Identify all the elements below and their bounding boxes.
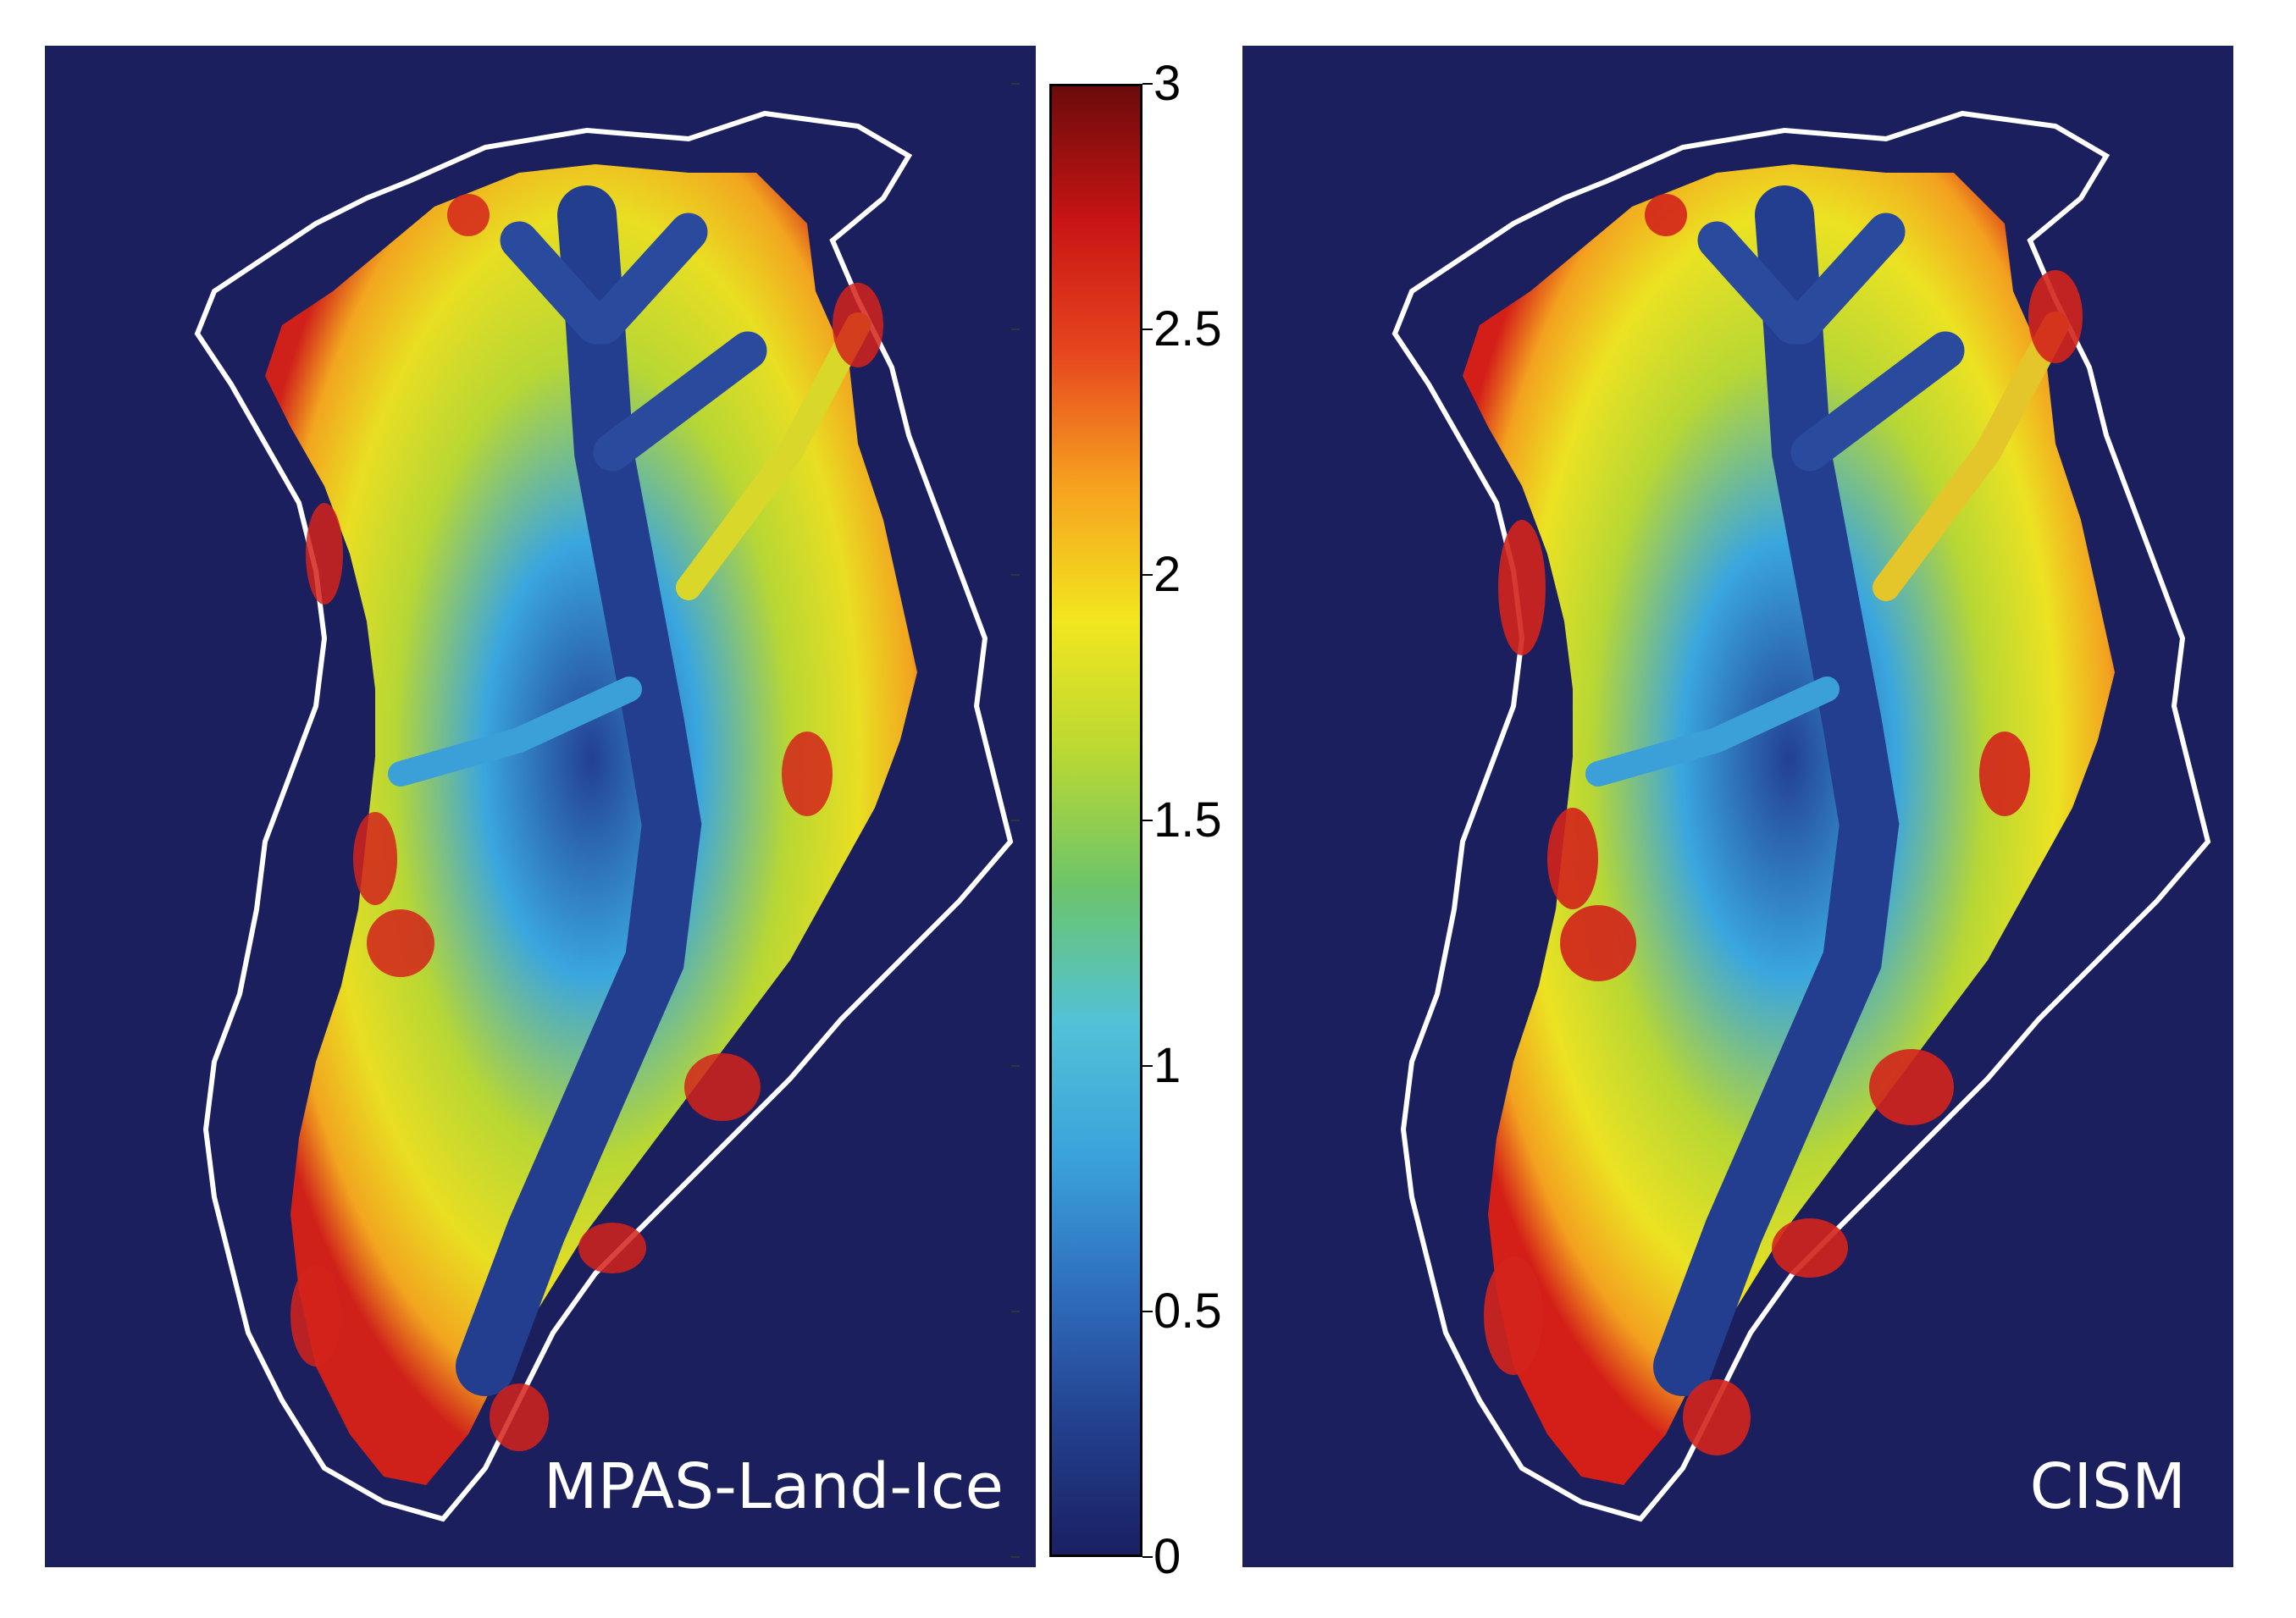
panel-label-cism: CISM: [2029, 1450, 2186, 1523]
ice-divide: [1653, 185, 1900, 1396]
colorbar-tick-label: 2: [1154, 547, 1181, 602]
margin-outlets: [1484, 194, 2083, 1455]
colorbar-tick-label: 1: [1154, 1038, 1181, 1093]
greenland-map-cism: [1242, 46, 2233, 1567]
map-panel-mpas: MPAS-Land-Ice: [45, 46, 1036, 1567]
ice-divide-branch-north: [1697, 213, 1965, 472]
axis-minor-tick: [1011, 83, 1020, 85]
map-panel-cism: CISM: [1242, 46, 2233, 1567]
northeast-ice-stream: [1873, 312, 2069, 601]
ice-divide: [456, 185, 702, 1396]
ice-divide-branch-west: [388, 676, 642, 787]
colorbar-tick: [1142, 83, 1153, 85]
axis-minor-tick: [1011, 1065, 1020, 1067]
colorbar-tick: [1142, 1065, 1153, 1067]
axis-minor-tick: [1011, 1556, 1020, 1558]
axis-minor-tick: [1011, 574, 1020, 576]
colorbar-tick-label: 3: [1154, 56, 1181, 111]
colorbar-ramp: [1052, 86, 1140, 1554]
colorbar-tick: [1142, 574, 1153, 576]
greenland-map-mpas: [45, 46, 1036, 1567]
panel-label-mpas: MPAS-Land-Ice: [543, 1450, 1004, 1523]
colorbar-tick-label: 0.5: [1154, 1284, 1222, 1339]
colorbar-tick-label: 0: [1154, 1529, 1181, 1584]
colorbar-tick-label: 1.5: [1154, 792, 1222, 848]
colorbar-tick: [1142, 1311, 1153, 1312]
northeast-ice-stream: [676, 312, 871, 600]
ice-divide-branch-north: [500, 213, 767, 472]
margin-outlets: [290, 194, 883, 1451]
colorbar: [1049, 84, 1142, 1557]
ice-divide-branch-west: [1585, 676, 1840, 787]
colorbar-tick: [1142, 1556, 1153, 1558]
axis-minor-tick: [1011, 820, 1020, 821]
colorbar-tick-label: 2.5: [1154, 301, 1222, 356]
axis-minor-tick: [1011, 329, 1020, 330]
colorbar-tick: [1142, 820, 1153, 821]
colorbar-tick: [1142, 329, 1153, 330]
axis-minor-tick: [1011, 1311, 1020, 1312]
